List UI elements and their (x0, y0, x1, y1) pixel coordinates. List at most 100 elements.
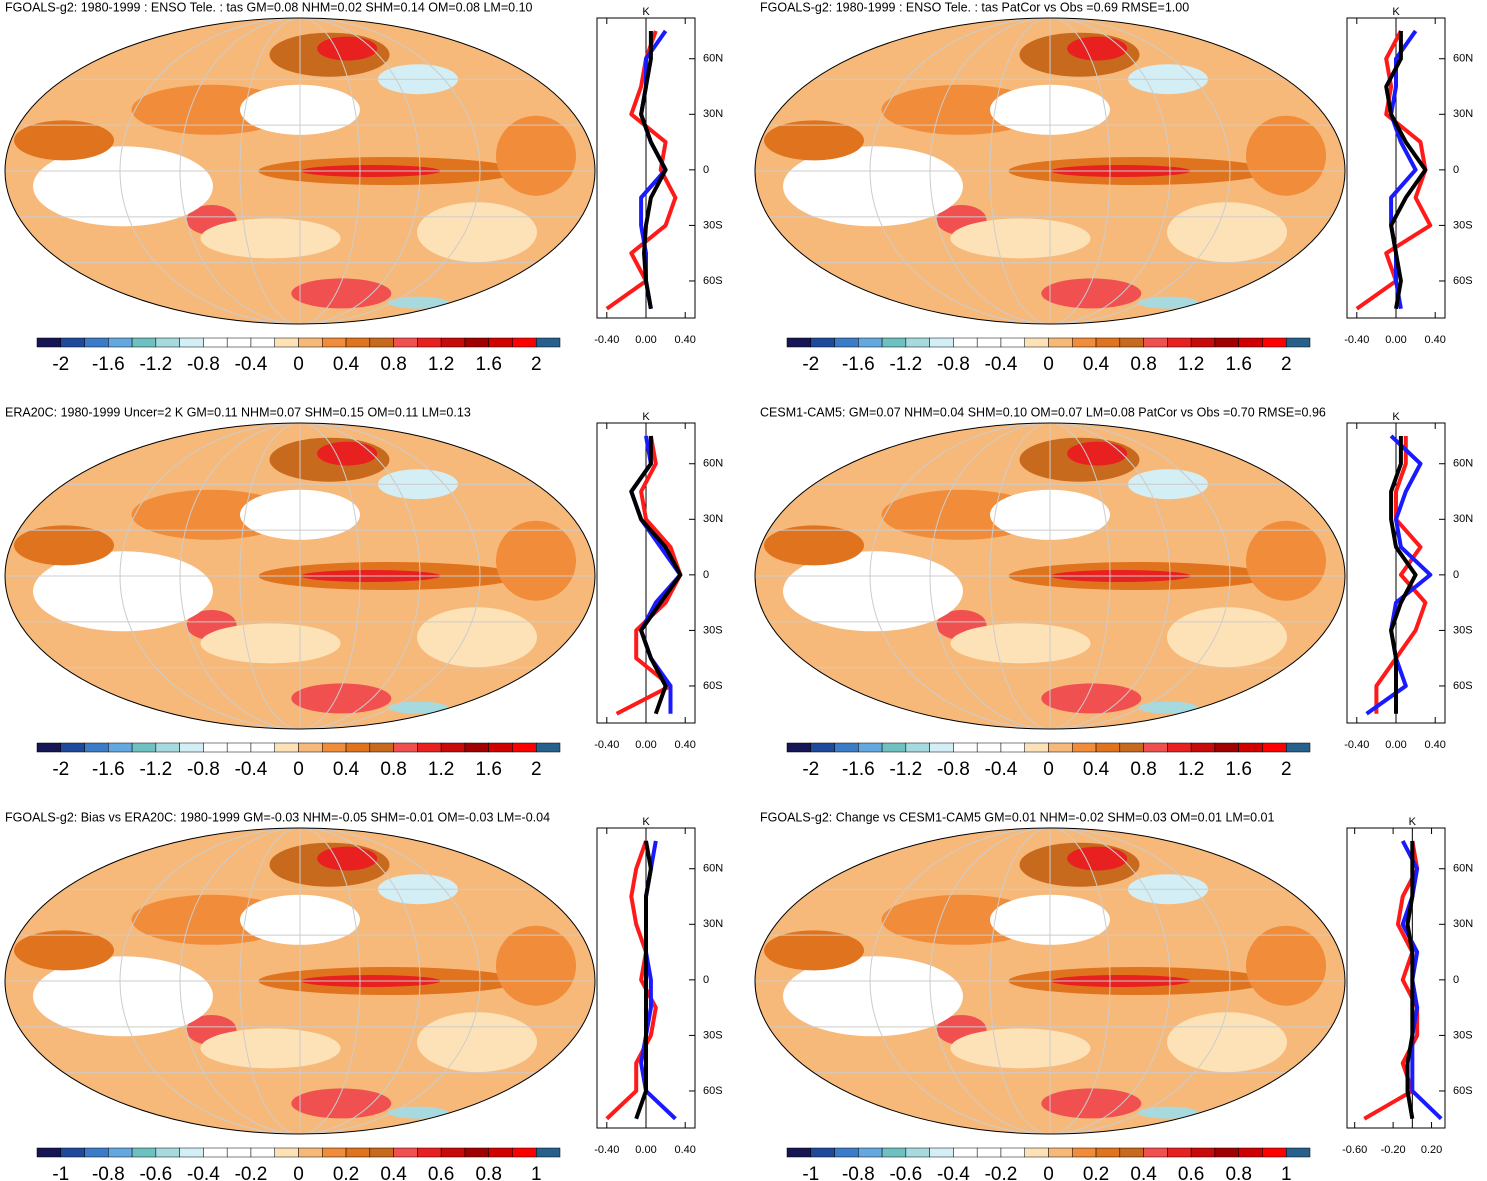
y-tick-label: 60S (703, 680, 723, 692)
unit-label: K (642, 6, 650, 18)
map-meridian (239, 18, 361, 324)
map-blob (496, 115, 576, 196)
colorbar-tick-label: 0.8 (1130, 759, 1156, 780)
unit-label: K (642, 816, 650, 828)
map-field (5, 423, 595, 729)
colorbar-tick-label: 0.6 (428, 1164, 454, 1181)
colorbar-box (108, 742, 133, 753)
map-blob (33, 146, 213, 227)
map-field (755, 18, 1345, 324)
colorbar-tick-label: 0 (1043, 354, 1054, 375)
y-tick-label: 0 (1453, 974, 1459, 986)
map-blob (291, 278, 392, 309)
colorbar-box (881, 742, 907, 753)
zonal-profile: K -0.40 0.00 0.40 60N 30N 0 30S 60S (594, 6, 723, 346)
map-blob (200, 1028, 341, 1069)
map-meridian (119, 828, 481, 1134)
profile-line (1405, 840, 1415, 1120)
map-blob (950, 1028, 1091, 1069)
colorbar-box (417, 742, 442, 753)
x-tick-label: -0.40 (594, 334, 619, 346)
panel: FGOALS-g2: Change vs CESM1-CAM5 GM=0.01 … (754, 810, 1473, 1181)
x-tick-label: 0.00 (1385, 334, 1406, 346)
x-tick-label: -0.40 (594, 1144, 619, 1156)
colorbar-box (274, 337, 299, 348)
colorbar-box (155, 1147, 180, 1158)
zonal-profile: K -0.40 0.00 0.40 60N 30N 0 30S 60S (594, 816, 723, 1156)
panel-title: FGOALS-g2: Bias vs ERA20C: 1980-1999 GM=… (5, 810, 550, 824)
map (4, 827, 596, 1135)
map-field (5, 18, 595, 324)
colorbar-box (810, 742, 835, 753)
map-blob (388, 1106, 448, 1119)
map-meridian (119, 18, 481, 324)
colorbar-box (881, 337, 907, 348)
y-tick-label: 60N (703, 53, 723, 65)
x-tick-label: 0.40 (1424, 334, 1445, 346)
colorbar-box (512, 1147, 537, 1158)
colorbar-tick-label: 2 (531, 354, 542, 375)
colorbar-tick-label: 0.4 (1130, 1164, 1157, 1181)
colorbar-box (298, 742, 323, 753)
colorbar-box (108, 1147, 133, 1158)
colorbar-box (345, 742, 371, 753)
map-blob (1138, 296, 1198, 309)
colorbar-tick-label: -1 (802, 1164, 819, 1181)
map-blob (388, 701, 448, 714)
map-blob (764, 120, 864, 161)
map-meridian (869, 828, 1231, 1134)
colorbar-box (1214, 742, 1239, 753)
y-tick-label: 60N (703, 863, 723, 875)
colorbar-box (858, 337, 883, 348)
colorbar-box (488, 337, 513, 348)
map (754, 422, 1346, 730)
map-blob (417, 202, 537, 263)
colorbar-box (905, 742, 930, 753)
panel-title: FGOALS-g2: 1980-1999 : ENSO Tele. : tas … (760, 0, 1189, 14)
profile-line (605, 30, 678, 311)
map-field (755, 828, 1345, 1134)
map-blob (783, 956, 963, 1037)
colorbar-tick-label: 1 (1281, 1164, 1292, 1181)
colorbar-tick-label: 1.6 (475, 759, 501, 780)
y-tick-label: 30N (1453, 108, 1473, 120)
colorbar-box (929, 1147, 954, 1158)
map-blob (200, 218, 341, 259)
colorbar-box (345, 337, 371, 348)
panel-title: FGOALS-g2: Change vs CESM1-CAM5 GM=0.01 … (760, 810, 1275, 824)
colorbar-tick-label: 0.6 (1178, 1164, 1204, 1181)
colorbar-box (322, 742, 347, 753)
map-blob (783, 146, 963, 227)
y-tick-label: 60N (703, 458, 723, 470)
colorbar-box (535, 337, 561, 348)
colorbar-box (131, 742, 157, 753)
colorbar-box (929, 337, 954, 348)
map-blob (14, 120, 114, 161)
map-meridian (989, 828, 1111, 1134)
unit-label: K (642, 411, 650, 423)
map-blob (317, 846, 378, 871)
map (754, 17, 1346, 325)
colorbar-tick-label: 0 (293, 1164, 304, 1181)
colorbar-tick-label: -0.4 (937, 1164, 970, 1181)
colorbar-tick-label: 0.8 (1130, 354, 1156, 375)
colorbar-box (84, 742, 109, 753)
map-meridian (179, 828, 421, 1134)
panel-title: ERA20C: 1980-1999 Uncer=2 K GM=0.11 NHM=… (5, 405, 471, 419)
colorbar-box (1095, 1147, 1121, 1158)
colorbar-tick-label: 1.2 (428, 759, 454, 780)
map-meridian (929, 828, 1171, 1134)
colorbar-box (1190, 1147, 1216, 1158)
plot-frame (1346, 827, 1446, 1129)
colorbar-box (1262, 1147, 1287, 1158)
colorbar-box (84, 337, 109, 348)
panel: CESM1-CAM5: GM=0.07 NHM=0.04 SHM=0.10 OM… (754, 405, 1473, 780)
map-blob (1067, 846, 1128, 871)
map-meridian (989, 423, 1111, 729)
profile-line (605, 840, 658, 1121)
colorbar-tick-label: -0.2 (235, 1164, 268, 1181)
map-blob (33, 956, 213, 1037)
map (4, 17, 596, 325)
map-field (5, 828, 595, 1134)
